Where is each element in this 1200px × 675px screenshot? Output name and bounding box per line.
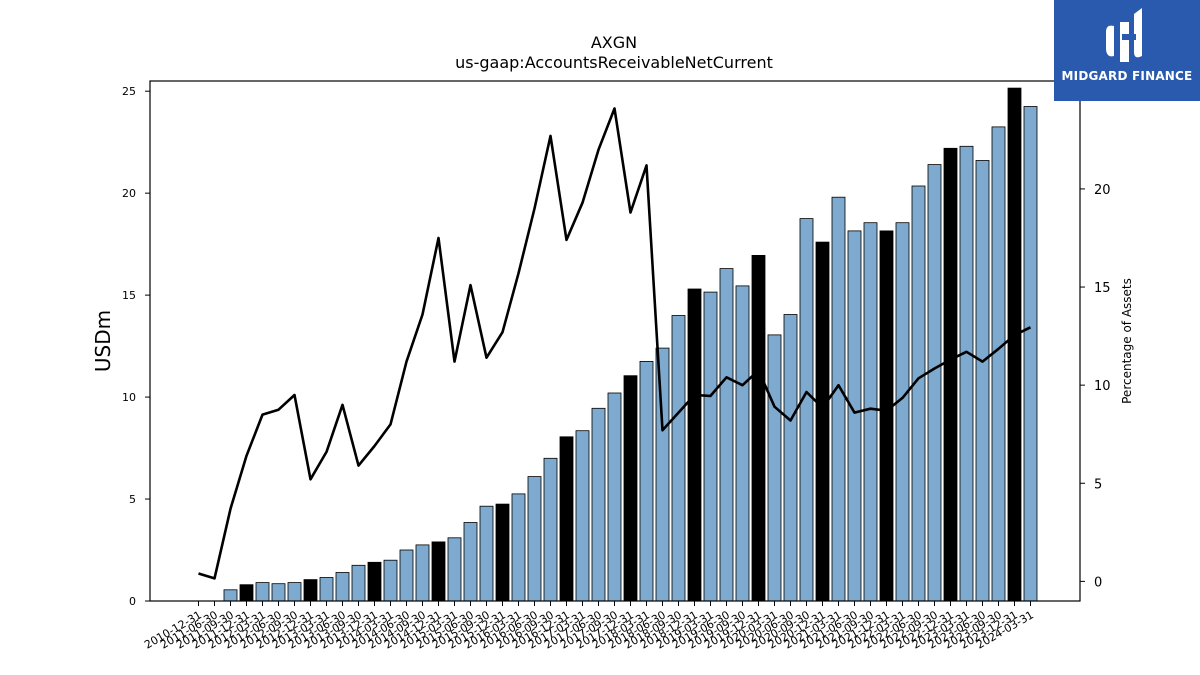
bar-2015-09-30 xyxy=(479,505,494,602)
y-tick-label: 15 xyxy=(122,289,136,302)
chart-subtitle: us-gaap:AccountsReceivableNetCurrent xyxy=(455,53,773,72)
y2-tick-label: 5 xyxy=(1094,477,1102,492)
bar-2017-03-31 xyxy=(575,430,590,602)
bar-2022-09-30 xyxy=(927,164,942,602)
bar-2023-09-30 xyxy=(991,126,1006,602)
brand-name: MIDGARD FINANCE xyxy=(1061,69,1193,83)
bar-2016-03-31 xyxy=(511,493,526,602)
left-axis: 0 5 10 15 20 25 xyxy=(122,85,150,608)
bar-2020-09-30 xyxy=(799,218,814,602)
bar-2021-06-30 xyxy=(847,230,862,602)
y2-tick-label: 10 xyxy=(1094,379,1111,394)
bar-2021-12-31 xyxy=(879,230,894,602)
bar-2018-09-30 xyxy=(671,315,686,602)
bar-2020-06-30 xyxy=(783,314,798,602)
bar-2011-12-31 xyxy=(239,584,254,602)
bar-2019-12-31 xyxy=(751,254,766,602)
bar-2019-03-31 xyxy=(703,291,718,602)
bar-2014-06-30 xyxy=(399,549,414,602)
y2-axis-label: Percentage of Assets xyxy=(1120,278,1134,404)
bar-2013-12-31 xyxy=(367,561,382,602)
bar-2015-06-30 xyxy=(463,522,478,602)
bar-2013-03-31 xyxy=(319,577,334,602)
y2-tick-label: 20 xyxy=(1094,183,1111,198)
bar-2018-12-31 xyxy=(687,288,702,602)
chart-title: AXGN xyxy=(591,33,637,52)
bar-2017-09-30 xyxy=(607,392,622,602)
bar-2020-12-31 xyxy=(815,241,830,602)
bar-2016-06-30 xyxy=(527,476,542,602)
bar-2018-03-31 xyxy=(639,360,654,602)
brand-mark-icon xyxy=(1106,8,1142,62)
bar-2023-03-31 xyxy=(959,145,974,602)
bar-2013-06-30 xyxy=(335,572,350,602)
bar-2019-09-30 xyxy=(735,285,750,602)
y-tick-label: 20 xyxy=(122,187,136,200)
x-axis: 2010-12-312011-06-302011-09-302011-12-31… xyxy=(142,601,1036,652)
bar-2022-12-31 xyxy=(943,147,958,602)
right-axis: 0 5 10 15 20 xyxy=(1080,183,1111,590)
y-tick-label: 10 xyxy=(122,391,136,404)
brand-logo: MIDGARD FINANCE xyxy=(1054,0,1200,101)
y-tick-label: 0 xyxy=(129,595,136,608)
y2-tick-label: 0 xyxy=(1094,575,1102,590)
bar-2016-12-31 xyxy=(559,436,574,602)
series-line xyxy=(198,107,1032,580)
bar-2014-09-30 xyxy=(415,544,430,602)
bar-2016-09-30 xyxy=(543,457,558,602)
bar-2013-09-30 xyxy=(351,564,366,602)
y-tick-label: 25 xyxy=(122,85,136,98)
bar-2012-06-30 xyxy=(271,583,286,602)
bar-2012-12-31 xyxy=(303,579,318,602)
bar-2014-12-31 xyxy=(431,541,446,602)
bar-2017-12-31 xyxy=(623,375,638,602)
bar-2023-06-30 xyxy=(975,160,990,602)
bar-2019-06-30 xyxy=(719,268,734,602)
bar-2023-12-31 xyxy=(1007,87,1022,602)
bar-2021-03-31 xyxy=(831,196,846,602)
line-group xyxy=(198,107,1032,580)
bar-2024-03-31 xyxy=(1023,106,1038,602)
y-tick-label: 5 xyxy=(129,493,136,506)
bar-2012-09-30 xyxy=(287,582,302,602)
bar-2021-09-30 xyxy=(863,222,878,602)
bar-2022-06-30 xyxy=(911,185,926,602)
bar-2018-06-30 xyxy=(655,347,670,602)
bars-group xyxy=(223,87,1038,602)
bar-2020-03-31 xyxy=(767,334,782,602)
bar-2011-09-30 xyxy=(223,589,238,602)
y2-tick-label: 15 xyxy=(1094,281,1111,296)
bar-2012-03-31 xyxy=(255,582,270,602)
bar-2015-03-31 xyxy=(447,537,462,602)
bar-2014-03-31 xyxy=(383,559,398,602)
bar-2022-03-31 xyxy=(895,222,910,602)
bar-2017-06-30 xyxy=(591,407,606,602)
y-axis-label: USDm xyxy=(91,310,115,372)
bar-2015-12-31 xyxy=(495,503,510,602)
